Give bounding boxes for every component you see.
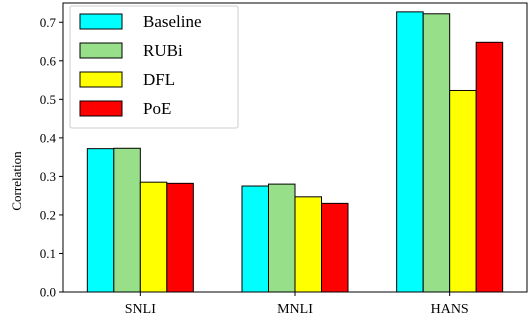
legend-box: [69, 5, 239, 129]
y-tick-label: 0.2: [40, 207, 56, 222]
bar-dfl-hans: [449, 89, 477, 293]
y-tick-label: 0.0: [40, 285, 56, 300]
bar-baseline-hans: [396, 11, 424, 293]
bar-poe-mnli: [321, 202, 349, 293]
bar-rubi-snli: [113, 147, 141, 293]
legend-label-dfl: DFL: [143, 70, 175, 89]
bar-poe-snli: [166, 182, 194, 293]
legend-swatch-rubi: [79, 42, 123, 59]
legend-swatch-dfl: [79, 71, 123, 88]
x-tick-label-mnli: MNLI: [277, 302, 313, 317]
x-tick-label-hans: HANS: [431, 302, 469, 317]
bar-poe-hans: [475, 41, 504, 293]
y-ticks: 0.0 0.1 0.2 0.3 0.4 0.5 0.6 0.7: [40, 15, 63, 300]
bar-dfl-snli: [139, 181, 168, 293]
bar-baseline-snli: [86, 148, 115, 293]
bar-baseline-mnli: [241, 185, 269, 293]
x-tick-label-snli: SNLI: [125, 302, 156, 317]
y-tick-label: 0.7: [40, 15, 57, 30]
x-category-labels: SNLI MNLI HANS: [125, 292, 469, 317]
y-tick-label: 0.3: [40, 169, 56, 184]
legend-swatch-baseline: [79, 13, 123, 30]
bar-rubi-hans: [422, 13, 451, 293]
y-tick-label: 0.5: [40, 92, 56, 107]
legend-label-rubi: RUBi: [143, 41, 183, 60]
y-tick-label: 0.4: [40, 130, 57, 145]
y-tick-label: 0.1: [40, 246, 56, 261]
y-axis-label: Correlation: [9, 151, 24, 211]
legend: Baseline RUBi DFL PoE: [69, 5, 239, 129]
bar-dfl-mnli: [294, 196, 322, 293]
legend-swatch-poe: [79, 100, 123, 117]
bar-rubi-mnli: [268, 183, 296, 293]
y-tick-label: 0.6: [40, 53, 57, 68]
legend-label-baseline: Baseline: [143, 12, 202, 31]
bars: [86, 11, 504, 293]
legend-label-poe: PoE: [143, 99, 171, 118]
